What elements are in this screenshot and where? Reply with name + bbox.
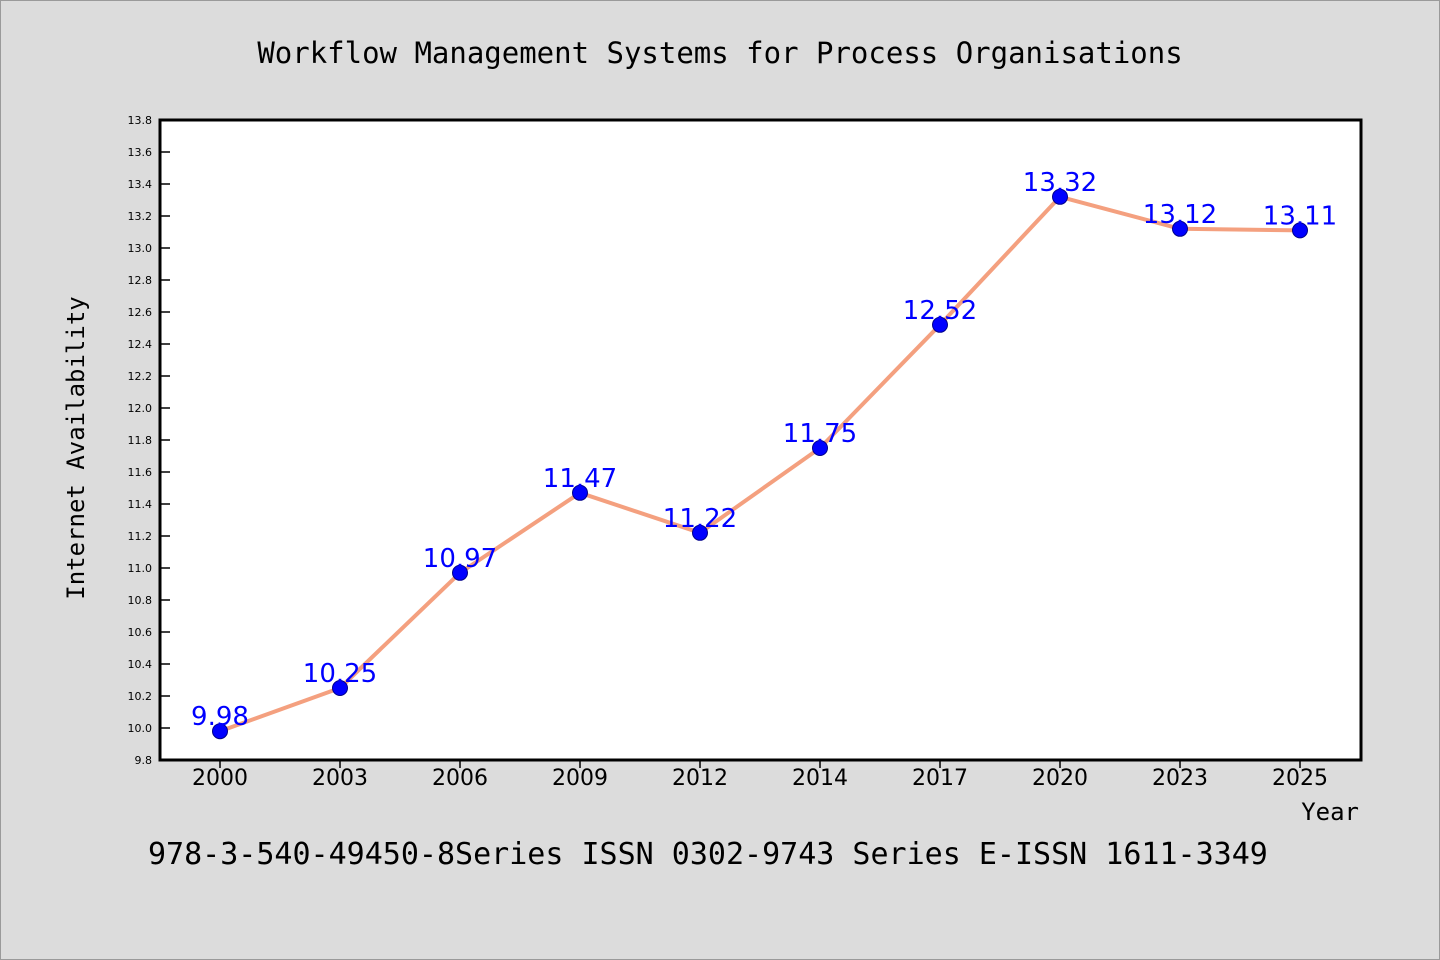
y-tick-label: 10.4 (128, 658, 153, 671)
y-tick-label: 12.0 (128, 402, 153, 415)
y-tick-label: 13.0 (128, 242, 153, 255)
data-point-2009 (572, 484, 588, 501)
data-label-2006: 10.97 (423, 544, 497, 574)
y-tick-label: 12.8 (128, 274, 153, 287)
chart-title: Workflow Management Systems for Process … (257, 36, 1182, 70)
y-tick-label: 9.8 (135, 754, 153, 767)
y-tick-label: 12.6 (128, 306, 153, 319)
y-tick-label: 13.6 (128, 146, 153, 159)
x-axis-label: Year (1301, 798, 1359, 826)
data-labels: 9.98 10.25 10.97 11.47 11.22 11.75 12.52 13.32 1… (191, 168, 1337, 732)
data-label-2009: 11.47 (543, 464, 617, 494)
data-point-2023 (1172, 220, 1188, 237)
x-tick-label: 2020 (1032, 766, 1088, 791)
data-label-2014: 11.75 (783, 419, 857, 449)
data-point-2020 (1052, 188, 1068, 205)
x-axis: 2000 2003 2006 2009 2012 2014 2017 2020 2023 2025 (192, 760, 1328, 791)
y-tick-label: 10.2 (128, 690, 153, 703)
y-tick-label: 10.0 (128, 722, 153, 735)
x-tick-label: 2023 (1152, 766, 1208, 791)
y-tick-label: 13.2 (128, 210, 153, 223)
data-label-2012: 11.22 (663, 504, 737, 534)
y-tick-label: 13.4 (128, 178, 153, 191)
y-tick-label: 11.8 (128, 434, 153, 447)
data-label-2000: 9.98 (191, 702, 249, 732)
x-tick-label: 2017 (912, 766, 968, 791)
y-tick-label: 11.6 (128, 466, 153, 479)
data-point-2014 (812, 440, 828, 456)
data-label-2020: 13.32 (1023, 168, 1097, 198)
data-point-2006 (452, 564, 468, 581)
data-point-2000 (212, 723, 228, 740)
y-tick-label: 10.6 (128, 626, 153, 639)
x-tick-label: 2006 (432, 766, 488, 791)
data-markers (212, 188, 1308, 740)
data-point-2017 (932, 316, 948, 333)
data-point-2025 (1292, 222, 1308, 239)
x-tick-label: 2000 (192, 766, 248, 791)
y-tick-label: 10.8 (128, 594, 153, 607)
y-tick-label: 13.8 (128, 114, 153, 127)
data-label-2003: 10.25 (303, 659, 377, 689)
y-tick-label: 12.4 (128, 338, 153, 351)
y-axis: 9.8 10.0 10.2 10.4 10.6 10.8 11.0 11.2 11.4 11.6 1… (128, 114, 170, 767)
data-point-2012 (692, 524, 708, 541)
x-tick-label: 2003 (312, 766, 368, 791)
y-tick-label: 12.2 (128, 370, 153, 383)
data-label-2017: 12.52 (903, 296, 977, 326)
x-tick-label: 2012 (672, 766, 728, 791)
y-tick-label: 11.4 (128, 498, 153, 511)
data-label-2025: 13.11 (1263, 201, 1337, 231)
y-axis-label: Internet Availability (62, 296, 90, 599)
plot-area (158, 118, 1363, 762)
data-label-2023: 13.12 (1143, 200, 1217, 230)
y-tick-label: 11.0 (128, 562, 153, 575)
data-point-2003 (332, 680, 348, 696)
y-tick-label: 11.2 (128, 530, 153, 543)
x-tick-label: 2025 (1272, 766, 1328, 791)
caption: 978-3-540-49450-8Series ISSN 0302-9743 S… (148, 837, 1268, 872)
series-line (219, 194, 1301, 734)
x-tick-label: 2014 (792, 766, 848, 791)
x-tick-label: 2009 (552, 766, 608, 791)
